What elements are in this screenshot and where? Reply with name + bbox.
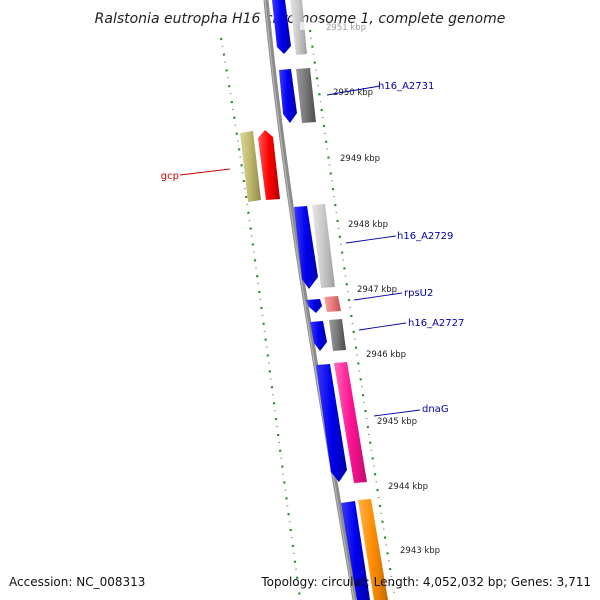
gene-dnaG[interactable] bbox=[334, 362, 367, 483]
cds-4[interactable] bbox=[306, 299, 322, 313]
tick-label: 2946 kbp bbox=[366, 350, 406, 360]
tick-label: 2949 kbp bbox=[340, 154, 380, 164]
cds-5[interactable] bbox=[310, 321, 327, 351]
gene-rpsU2[interactable] bbox=[324, 296, 341, 312]
cds-7[interactable] bbox=[341, 501, 370, 600]
gene-label-rpsU2[interactable]: rpsU2 bbox=[404, 288, 433, 299]
cds-2[interactable] bbox=[279, 69, 297, 123]
tick-labels: 2951 kbp 2950 kbp 2949 kbp 2948 kbp 2947 kbp… bbox=[326, 23, 440, 556]
gene-gcp[interactable] bbox=[258, 130, 280, 200]
gene-label-h16_A2727[interactable]: h16_A2727 bbox=[408, 318, 464, 329]
tick-label: 2948 kbp bbox=[348, 220, 388, 230]
genome-backbone-highlight bbox=[264, 0, 355, 600]
cds-3[interactable] bbox=[294, 206, 318, 289]
cds-6[interactable] bbox=[316, 364, 347, 482]
tick-label: 2944 kbp bbox=[388, 482, 428, 492]
cds-1[interactable] bbox=[272, 0, 291, 54]
gene-label-h16_A2729[interactable]: h16_A2729 bbox=[397, 231, 453, 242]
tick-label: 2943 kbp bbox=[400, 546, 440, 556]
gene-label-gcp[interactable]: gcp bbox=[161, 171, 179, 182]
gene-label-h16_A2731[interactable]: h16_A2731 bbox=[378, 81, 434, 92]
tick-label: 2945 kbp bbox=[377, 417, 417, 427]
accession-text: Accession: NC_008313 bbox=[9, 575, 145, 589]
right-tick-track-minor bbox=[309, 29, 396, 599]
tick-label: 2951 kbp bbox=[326, 23, 366, 33]
gene-label-lines bbox=[179, 85, 421, 417]
genome-summary-text: Topology: circular; Length: 4,052,032 bp… bbox=[260, 575, 591, 589]
gene-orange[interactable] bbox=[358, 499, 388, 600]
gene-h16_A2731[interactable] bbox=[296, 68, 316, 123]
left-tick-track-minor bbox=[220, 37, 301, 599]
gene-h16_A2729[interactable] bbox=[312, 204, 335, 288]
gene-h16_A2727[interactable] bbox=[329, 319, 346, 351]
gene-label-dnaG[interactable]: dnaG bbox=[422, 404, 449, 415]
gene-top[interactable] bbox=[290, 0, 307, 55]
tick-label: 2947 kbp bbox=[357, 285, 397, 295]
gene-gcp-partner[interactable] bbox=[240, 131, 261, 202]
genome-backbone bbox=[263, 0, 358, 600]
tick-label: 2950 kbp bbox=[333, 88, 373, 98]
